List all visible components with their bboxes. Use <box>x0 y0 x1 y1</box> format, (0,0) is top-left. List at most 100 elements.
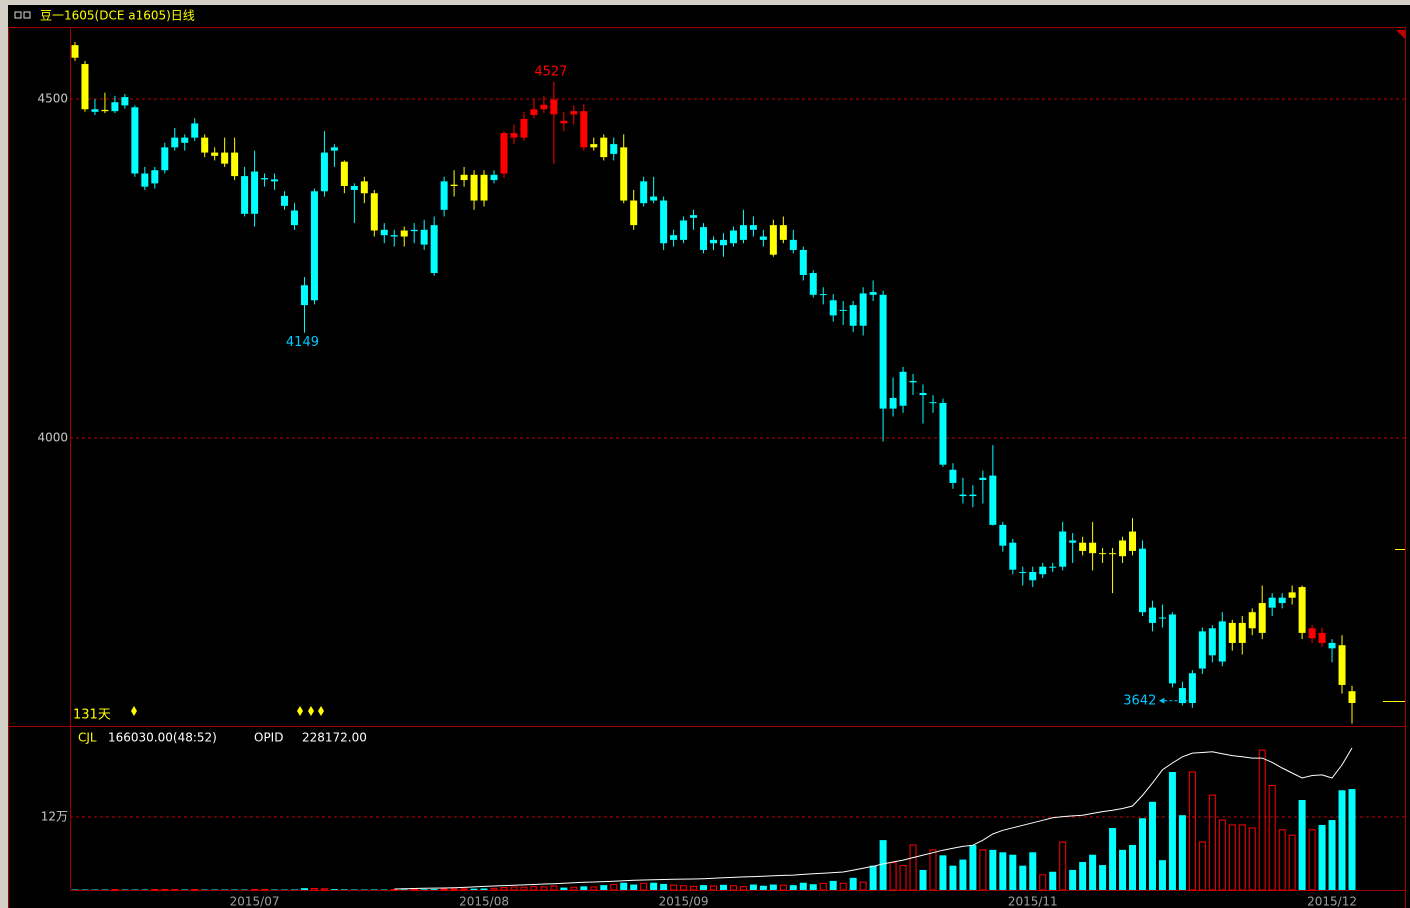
candle-body <box>889 397 897 409</box>
candle-body <box>939 402 947 465</box>
volume-bar <box>739 886 747 891</box>
y-tick-label: 4000 <box>37 430 68 444</box>
volume-bar <box>829 880 837 890</box>
volume-bar <box>650 882 658 890</box>
volume-bar <box>1238 824 1246 891</box>
candle-body <box>839 309 847 311</box>
candle-body <box>1039 566 1047 575</box>
volume-bar <box>281 889 289 890</box>
candle-body <box>729 230 737 244</box>
volume-bar <box>809 884 817 890</box>
panel-frame <box>8 27 1406 908</box>
low-label: 4149 <box>286 335 319 350</box>
candle-body <box>141 173 149 187</box>
candle-body <box>500 133 508 174</box>
volume-bar <box>1338 790 1346 890</box>
diamond <box>131 706 137 716</box>
candle-body <box>1099 553 1107 555</box>
candle-body <box>191 123 199 138</box>
candle-body <box>1348 691 1356 704</box>
volume-bar <box>290 889 298 890</box>
volume-bar <box>879 840 887 890</box>
volume-label: CJL <box>78 731 97 745</box>
candle-body <box>680 220 688 240</box>
volume-bar <box>1109 827 1117 890</box>
candle-body <box>719 239 727 246</box>
candle-body <box>909 380 917 383</box>
diamond <box>318 706 324 716</box>
volume-bar <box>91 889 99 890</box>
volume-bar <box>251 889 259 891</box>
candle-body <box>929 402 937 404</box>
volume-bar <box>620 882 628 890</box>
candle-body <box>979 477 987 480</box>
volume-bar <box>1298 799 1306 890</box>
candle-body <box>1109 553 1117 555</box>
volume-bar <box>949 865 957 890</box>
candle-body <box>460 174 468 181</box>
volume-bar <box>440 888 448 891</box>
candle-body <box>1268 597 1276 608</box>
candle-body <box>650 196 658 201</box>
volume-bar <box>320 888 328 891</box>
candle-body <box>899 371 907 406</box>
volume-bar <box>590 886 598 891</box>
candle-body <box>859 293 867 326</box>
volume-bar <box>1218 819 1226 891</box>
x-tick-label: 2015/11 <box>1008 895 1058 908</box>
volume-bar <box>859 881 867 891</box>
candle-body <box>919 392 927 396</box>
candle-body <box>1228 622 1236 643</box>
candle-body <box>221 152 229 164</box>
candle-body <box>101 109 109 112</box>
volume-bar <box>1119 849 1127 890</box>
candle-body <box>111 102 119 112</box>
candle-body <box>1318 632 1326 643</box>
volume-bar <box>1029 852 1037 890</box>
volume-bar <box>660 883 668 890</box>
volume-bar <box>989 849 997 890</box>
candle-body <box>71 45 79 58</box>
volume-bar <box>560 887 568 890</box>
candle-body <box>690 215 698 218</box>
volume-bar <box>470 888 478 890</box>
volume-bar <box>450 888 458 891</box>
volume-bar <box>500 887 508 891</box>
volume-bar <box>161 889 169 891</box>
y-tick-label: 4500 <box>37 91 68 105</box>
candle-body <box>670 235 678 240</box>
volume-bar <box>1258 749 1266 891</box>
candle-body <box>700 227 708 250</box>
candle-body <box>1288 592 1296 598</box>
candle-body <box>1328 642 1336 649</box>
candle-body <box>231 152 239 177</box>
candle-body <box>540 104 548 110</box>
volume-bar <box>350 889 358 890</box>
candle-body <box>1049 566 1057 568</box>
link-icon <box>14 11 22 19</box>
volume-bar <box>1089 854 1097 890</box>
volume-bar <box>1328 820 1336 890</box>
oi-label: OPID <box>254 731 283 745</box>
volume-bar <box>480 888 488 890</box>
low-label: 3642 <box>1123 693 1156 708</box>
oi-readout: 228172.00 <box>302 731 367 745</box>
volume-bar <box>670 884 678 891</box>
candle-body <box>1208 628 1216 656</box>
volume-bar <box>261 889 269 891</box>
volume-bar <box>1129 844 1137 890</box>
candle-body <box>829 300 837 316</box>
volume-bar <box>680 885 688 891</box>
candle-body <box>450 184 458 186</box>
candle-body <box>251 171 259 214</box>
volume-bar <box>370 889 378 890</box>
candle-body <box>1248 612 1256 629</box>
candle-body <box>1138 548 1146 613</box>
candle-body <box>480 174 488 201</box>
volume-bar <box>779 884 787 891</box>
volume-bar <box>201 889 209 890</box>
volume-bar <box>141 889 149 890</box>
volume-bar <box>789 885 797 890</box>
y-tick-label: 12万 <box>41 810 68 824</box>
